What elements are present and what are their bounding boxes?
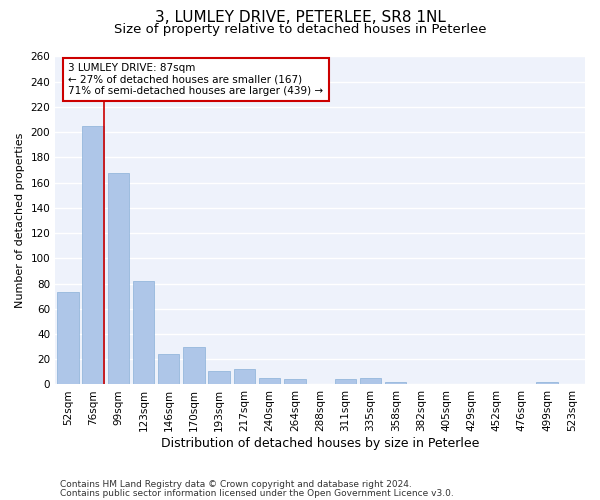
Bar — [133, 281, 154, 384]
Bar — [259, 378, 280, 384]
Bar — [183, 346, 205, 385]
Text: Contains HM Land Registry data © Crown copyright and database right 2024.: Contains HM Land Registry data © Crown c… — [60, 480, 412, 489]
Bar — [208, 370, 230, 384]
Bar — [57, 292, 79, 384]
X-axis label: Distribution of detached houses by size in Peterlee: Distribution of detached houses by size … — [161, 437, 479, 450]
Bar — [107, 172, 129, 384]
Bar — [360, 378, 381, 384]
Text: 3, LUMLEY DRIVE, PETERLEE, SR8 1NL: 3, LUMLEY DRIVE, PETERLEE, SR8 1NL — [155, 10, 445, 25]
Bar — [385, 382, 406, 384]
Bar — [536, 382, 558, 384]
Y-axis label: Number of detached properties: Number of detached properties — [15, 133, 25, 308]
Text: 3 LUMLEY DRIVE: 87sqm
← 27% of detached houses are smaller (167)
71% of semi-det: 3 LUMLEY DRIVE: 87sqm ← 27% of detached … — [68, 63, 323, 96]
Text: Size of property relative to detached houses in Peterlee: Size of property relative to detached ho… — [114, 22, 486, 36]
Bar — [335, 380, 356, 384]
Bar — [233, 370, 255, 384]
Bar — [82, 126, 104, 384]
Text: Contains public sector information licensed under the Open Government Licence v3: Contains public sector information licen… — [60, 488, 454, 498]
Bar — [284, 380, 305, 384]
Bar — [158, 354, 179, 384]
